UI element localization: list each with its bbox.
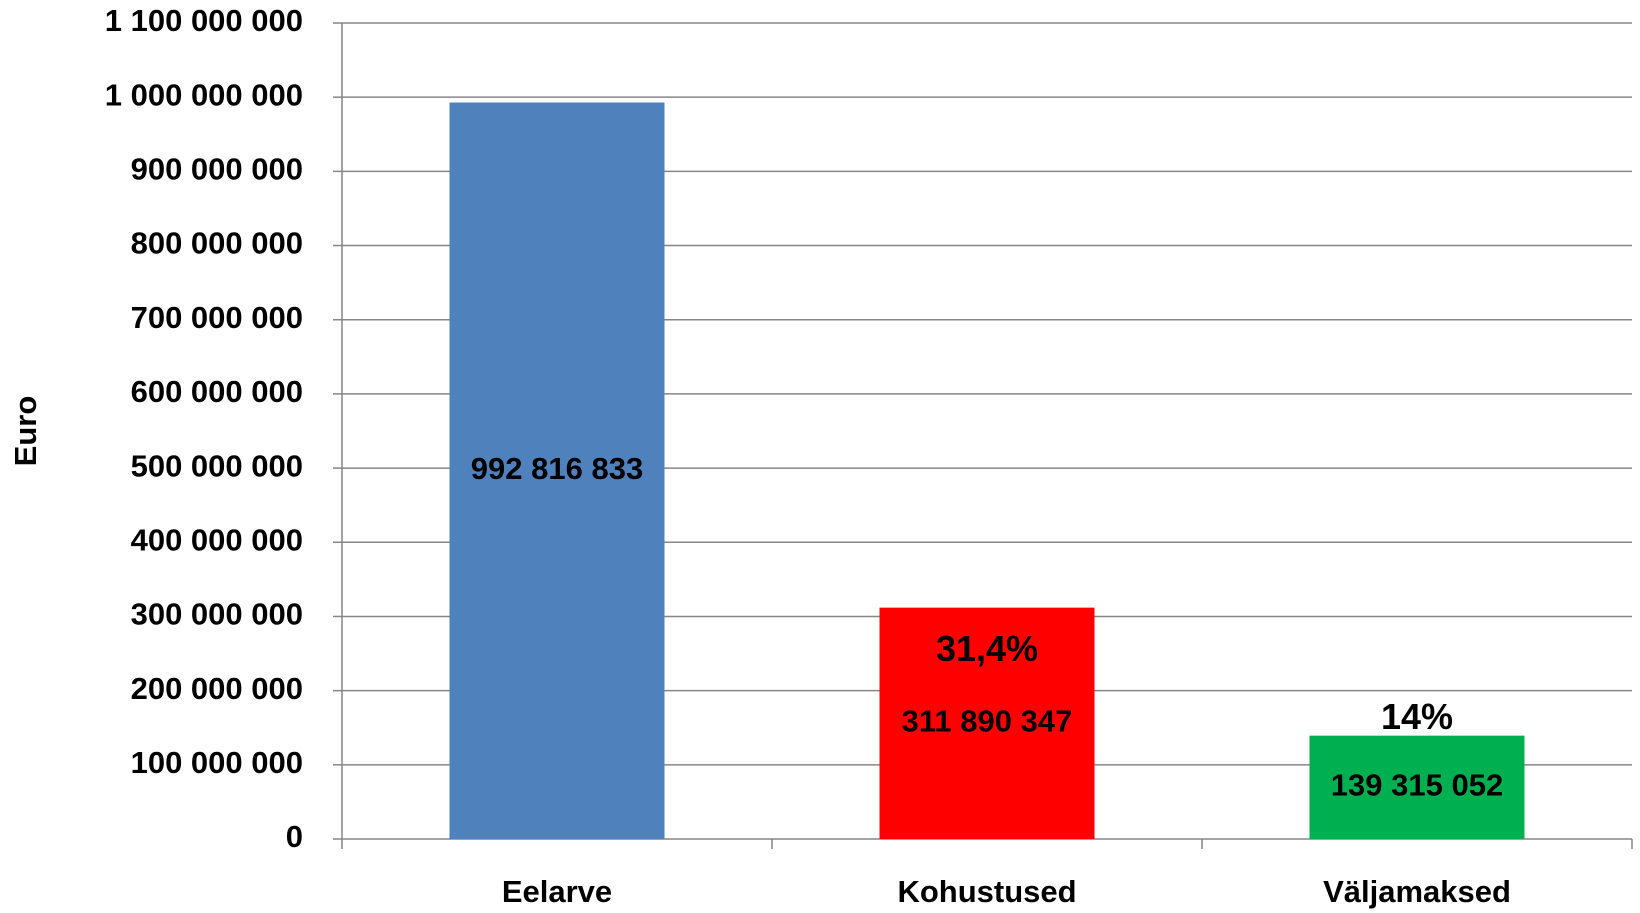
annotation: 14% (1381, 696, 1453, 737)
y-tick-label: 0 (286, 819, 303, 854)
data-label: 139 315 052 (1331, 768, 1503, 803)
x-tick-label: Väljamaksed (1323, 874, 1511, 909)
y-tick-label: 1 000 000 000 (105, 77, 303, 112)
bar (449, 102, 665, 839)
y-tick-label: 900 000 000 (131, 152, 303, 187)
data-label: 311 890 347 (902, 704, 1073, 739)
y-tick-label: 300 000 000 (131, 597, 303, 632)
data-label: 992 816 833 (471, 451, 643, 486)
y-tick-label: 400 000 000 (131, 522, 303, 557)
annotation: 31,4% (936, 628, 1038, 669)
y-axis-label: Euro (8, 396, 43, 467)
bar (1309, 735, 1525, 839)
y-tick-label: 600 000 000 (131, 374, 303, 409)
x-tick-label: Kohustused (897, 874, 1076, 909)
y-tick-label: 800 000 000 (131, 226, 303, 261)
y-tick-label: 200 000 000 (131, 671, 303, 706)
y-tick-label: 1 100 000 000 (105, 3, 303, 38)
y-tick-label: 100 000 000 (131, 745, 303, 780)
y-tick-label: 500 000 000 (131, 448, 303, 483)
y-tick-label: 700 000 000 (131, 300, 303, 335)
x-tick-label: Eelarve (502, 874, 612, 909)
bar (879, 607, 1095, 839)
